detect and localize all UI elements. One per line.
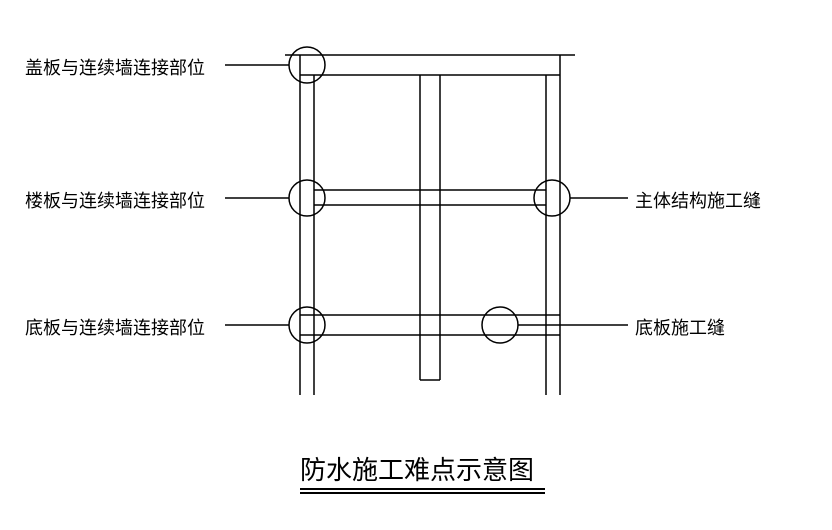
label-top-left: 盖板与连续墙连接部位 (25, 54, 205, 80)
title-underline (300, 488, 545, 494)
diagram-title: 防水施工难点示意图 (300, 450, 534, 487)
label-bot-right: 底板施工缝 (635, 314, 725, 340)
label-mid-left: 楼板与连续墙连接部位 (25, 187, 205, 213)
circle-mid-left (289, 180, 325, 216)
circle-mid-right (534, 180, 570, 216)
label-bot-left: 底板与连续墙连接部位 (25, 314, 205, 340)
circle-top-left (289, 47, 325, 83)
circle-bot-right (482, 307, 518, 343)
circle-bot-left (289, 307, 325, 343)
label-mid-right: 主体结构施工缝 (635, 187, 761, 213)
